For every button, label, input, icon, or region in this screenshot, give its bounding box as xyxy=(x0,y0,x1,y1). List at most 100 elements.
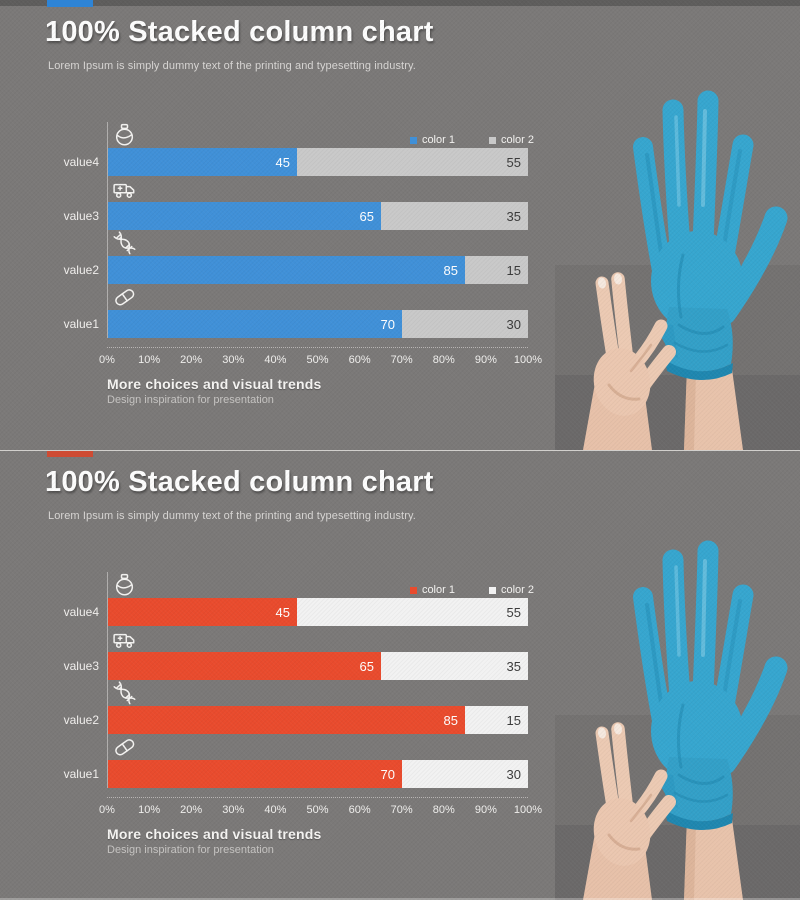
footer-subtitle: Design inspiration for presentation xyxy=(107,844,274,856)
chart-row: value2 85 15 xyxy=(64,680,528,734)
plot-area: value4 45 55 value3 65 35 value2 85 15 value1 70 30… xyxy=(64,122,542,373)
medicine-jar-icon xyxy=(111,572,138,598)
footer-caption: More choices and visual trends Design in… xyxy=(107,826,322,856)
series1-segment: 45 xyxy=(108,598,297,626)
value-label: 55 xyxy=(506,604,521,620)
chart-row: value4 45 55 xyxy=(64,572,528,626)
stacked-bar: 45 55 xyxy=(108,148,528,176)
stacked-bar: 65 35 xyxy=(108,202,528,230)
category-label: value1 xyxy=(63,317,99,331)
x-axis-tick-label: 70% xyxy=(390,354,413,366)
value-label: 85 xyxy=(443,262,458,278)
legend-swatch xyxy=(488,586,496,594)
series2-segment: 15 xyxy=(465,706,528,734)
gloves-photo xyxy=(555,535,800,900)
series2-segment: 30 xyxy=(402,310,528,338)
stacked-bar: 85 15 xyxy=(108,256,528,284)
ambulance-icon xyxy=(111,626,138,652)
category-label: value3 xyxy=(63,209,99,223)
stacked-bar: 85 15 xyxy=(108,706,528,734)
slide-subtitle: Lorem Ipsum is simply dummy text of the … xyxy=(48,510,416,522)
chart-row: value1 70 30 xyxy=(64,284,528,338)
series1-segment: 70 xyxy=(108,760,402,788)
category-label: value2 xyxy=(63,263,99,277)
pill-icon xyxy=(111,284,138,310)
series1-segment: 45 xyxy=(108,148,297,176)
category-label: value2 xyxy=(63,713,99,727)
x-axis-tick-label: 50% xyxy=(306,354,329,366)
x-axis-tick-label: 20% xyxy=(180,354,203,366)
x-axis: 0% 10% 20% 30% 40% 50% 60% 70% 80% 90% 100% xyxy=(99,797,542,823)
series1-segment: 85 xyxy=(108,706,465,734)
category-label: value1 xyxy=(63,767,99,781)
legend-label: color 1 xyxy=(421,134,455,146)
x-axis-tick-label: 0% xyxy=(99,804,115,816)
x-axis-tick-label: 100% xyxy=(513,804,543,816)
x-axis-tick-label: 90% xyxy=(474,804,497,816)
value-label: 30 xyxy=(506,316,521,332)
stacked-bar-chart: color 1 color 2 value4 45 55 value3 65 35 value… xyxy=(64,122,542,373)
plot-area: value4 45 55 value3 65 35 value2 85 15 value1 70 30… xyxy=(64,572,542,823)
series1-segment: 85 xyxy=(108,256,465,284)
slide-subtitle: Lorem Ipsum is simply dummy text of the … xyxy=(48,60,416,72)
x-axis-tick-label: 80% xyxy=(432,804,455,816)
value-label: 45 xyxy=(275,154,290,170)
x-axis-tick-label: 90% xyxy=(474,354,497,366)
x-axis-tick-label: 0% xyxy=(99,354,115,366)
chart-row: value2 85 15 xyxy=(64,230,528,284)
slide-blue: 100% Stacked column chart Lorem Ipsum is… xyxy=(0,0,800,450)
category-label: value4 xyxy=(63,605,99,619)
footer-caption: More choices and visual trends Design in… xyxy=(107,376,322,406)
legend-swatch xyxy=(409,136,417,144)
gloves-photo xyxy=(555,85,800,450)
footer-subtitle: Design inspiration for presentation xyxy=(107,394,274,406)
x-axis-tick-label: 10% xyxy=(138,804,161,816)
chart-row: value1 70 30 xyxy=(64,734,528,788)
x-axis-tick-label: 40% xyxy=(264,354,287,366)
x-axis-tick-label: 20% xyxy=(180,804,203,816)
x-axis-tick-label: 50% xyxy=(306,804,329,816)
x-axis-tick-label: 70% xyxy=(390,804,413,816)
series2-segment: 35 xyxy=(381,202,528,230)
footer-title: More choices and visual trends xyxy=(107,826,322,842)
value-label: 55 xyxy=(506,154,521,170)
top-edge-strip xyxy=(0,0,800,6)
legend-label: color 2 xyxy=(500,134,534,146)
medicine-jar-icon xyxy=(111,122,138,148)
series2-segment: 35 xyxy=(381,652,528,680)
value-label: 15 xyxy=(506,262,521,278)
x-axis: 0% 10% 20% 30% 40% 50% 60% 70% 80% 90% 100% xyxy=(99,347,542,373)
legend-swatch xyxy=(488,136,496,144)
stacked-bar: 45 55 xyxy=(108,598,528,626)
slide-title: 100% Stacked column chart xyxy=(45,466,434,498)
x-axis-tick-label: 10% xyxy=(138,354,161,366)
chart-row: value4 45 55 xyxy=(64,122,528,176)
series2-segment: 55 xyxy=(297,598,528,626)
category-label: value4 xyxy=(63,155,99,169)
value-label: 30 xyxy=(506,766,521,782)
stacked-bar-chart: color 1 color 2 value4 45 55 value3 65 35 value… xyxy=(64,572,542,823)
category-label: value3 xyxy=(63,659,99,673)
legend-swatch xyxy=(409,586,417,594)
x-axis-tick-label: 60% xyxy=(348,804,371,816)
pill-icon xyxy=(111,734,138,760)
dna-icon xyxy=(111,230,138,256)
value-label: 35 xyxy=(506,658,521,674)
series1-segment: 65 xyxy=(108,652,381,680)
legend-item: color 1 xyxy=(409,134,455,146)
chart-row: value3 65 35 xyxy=(64,176,528,230)
dna-icon xyxy=(111,680,138,706)
value-label: 35 xyxy=(506,208,521,224)
legend-label: color 1 xyxy=(421,584,455,596)
slide-title: 100% Stacked column chart xyxy=(45,16,434,48)
x-axis-tick-label: 30% xyxy=(222,804,245,816)
value-label: 70 xyxy=(380,766,395,782)
chart-legend: color 1 color 2 xyxy=(409,134,534,146)
series2-segment: 15 xyxy=(465,256,528,284)
series1-segment: 65 xyxy=(108,202,381,230)
legend-label: color 2 xyxy=(500,584,534,596)
series2-segment: 30 xyxy=(402,760,528,788)
value-label: 85 xyxy=(443,712,458,728)
x-axis-tick-label: 60% xyxy=(348,354,371,366)
